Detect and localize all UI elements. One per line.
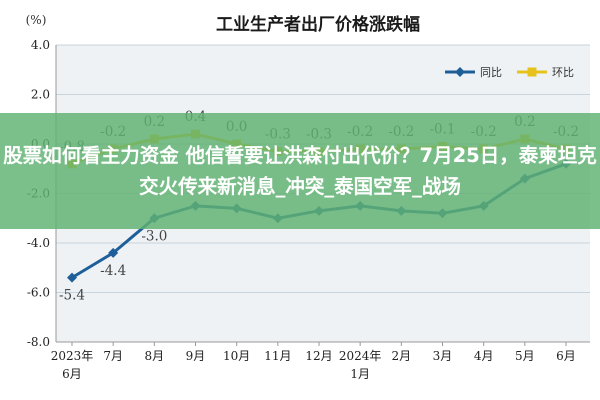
legend: 同比 环比 [445,66,574,79]
y-tick-label: 2.0 [31,88,50,102]
y-tick-label: -6.0 [27,286,50,300]
y-tick-label: 4.0 [31,38,50,52]
legend-label: 环比 [552,66,574,79]
data-label-yoy: -3.0 [141,228,167,244]
x-tick-label: 4月 [474,349,494,363]
x-tick-label: 12月 [305,349,332,363]
legend-label: 同比 [480,66,502,79]
x-tick-label: 2023年 [51,349,94,363]
y-tick-label: -4.0 [27,236,50,250]
x-tick-label: 6月 [556,349,576,363]
x-tick-sublabel: 1月 [350,367,370,381]
x-tick-label: 5月 [515,349,535,363]
x-tick-label: 3月 [433,349,453,363]
y-tick-label: -8.0 [27,335,50,349]
legend-marker [527,67,537,77]
x-tick-label: 11月 [264,349,291,363]
data-point-yoy [108,247,119,258]
y-axis-unit: (%) [26,13,47,27]
chart-title: 工业生产者出厂价格涨跌幅 [216,14,420,35]
news-overlay-text: 股票如何看主力资金 他信誓要让洪森付出代价？7月25日，泰柬坦克交火传来新消息_… [3,144,597,198]
x-tick-label: 2月 [392,349,412,363]
data-label-yoy: -4.4 [100,263,126,279]
x-tick-sublabel: 6月 [62,367,82,381]
x-tick-label: 9月 [186,349,206,363]
data-point-yoy [67,272,77,283]
x-tick-label: 8月 [145,349,165,363]
data-label-yoy: -5.4 [59,288,85,304]
axis-ticks: 4.02.00.0-2.0-4.0-6.0-8.02023年6月7月8月9月10… [27,38,576,381]
legend-marker [455,67,465,77]
x-tick-label: 7月 [103,349,123,363]
x-tick-label: 10月 [223,349,250,363]
news-overlay-banner[interactable]: 股票如何看主力资金 他信誓要让洪森付出代价？7月25日，泰柬坦克交火传来新消息_… [0,113,600,229]
x-tick-label: 2024年 [339,349,382,363]
